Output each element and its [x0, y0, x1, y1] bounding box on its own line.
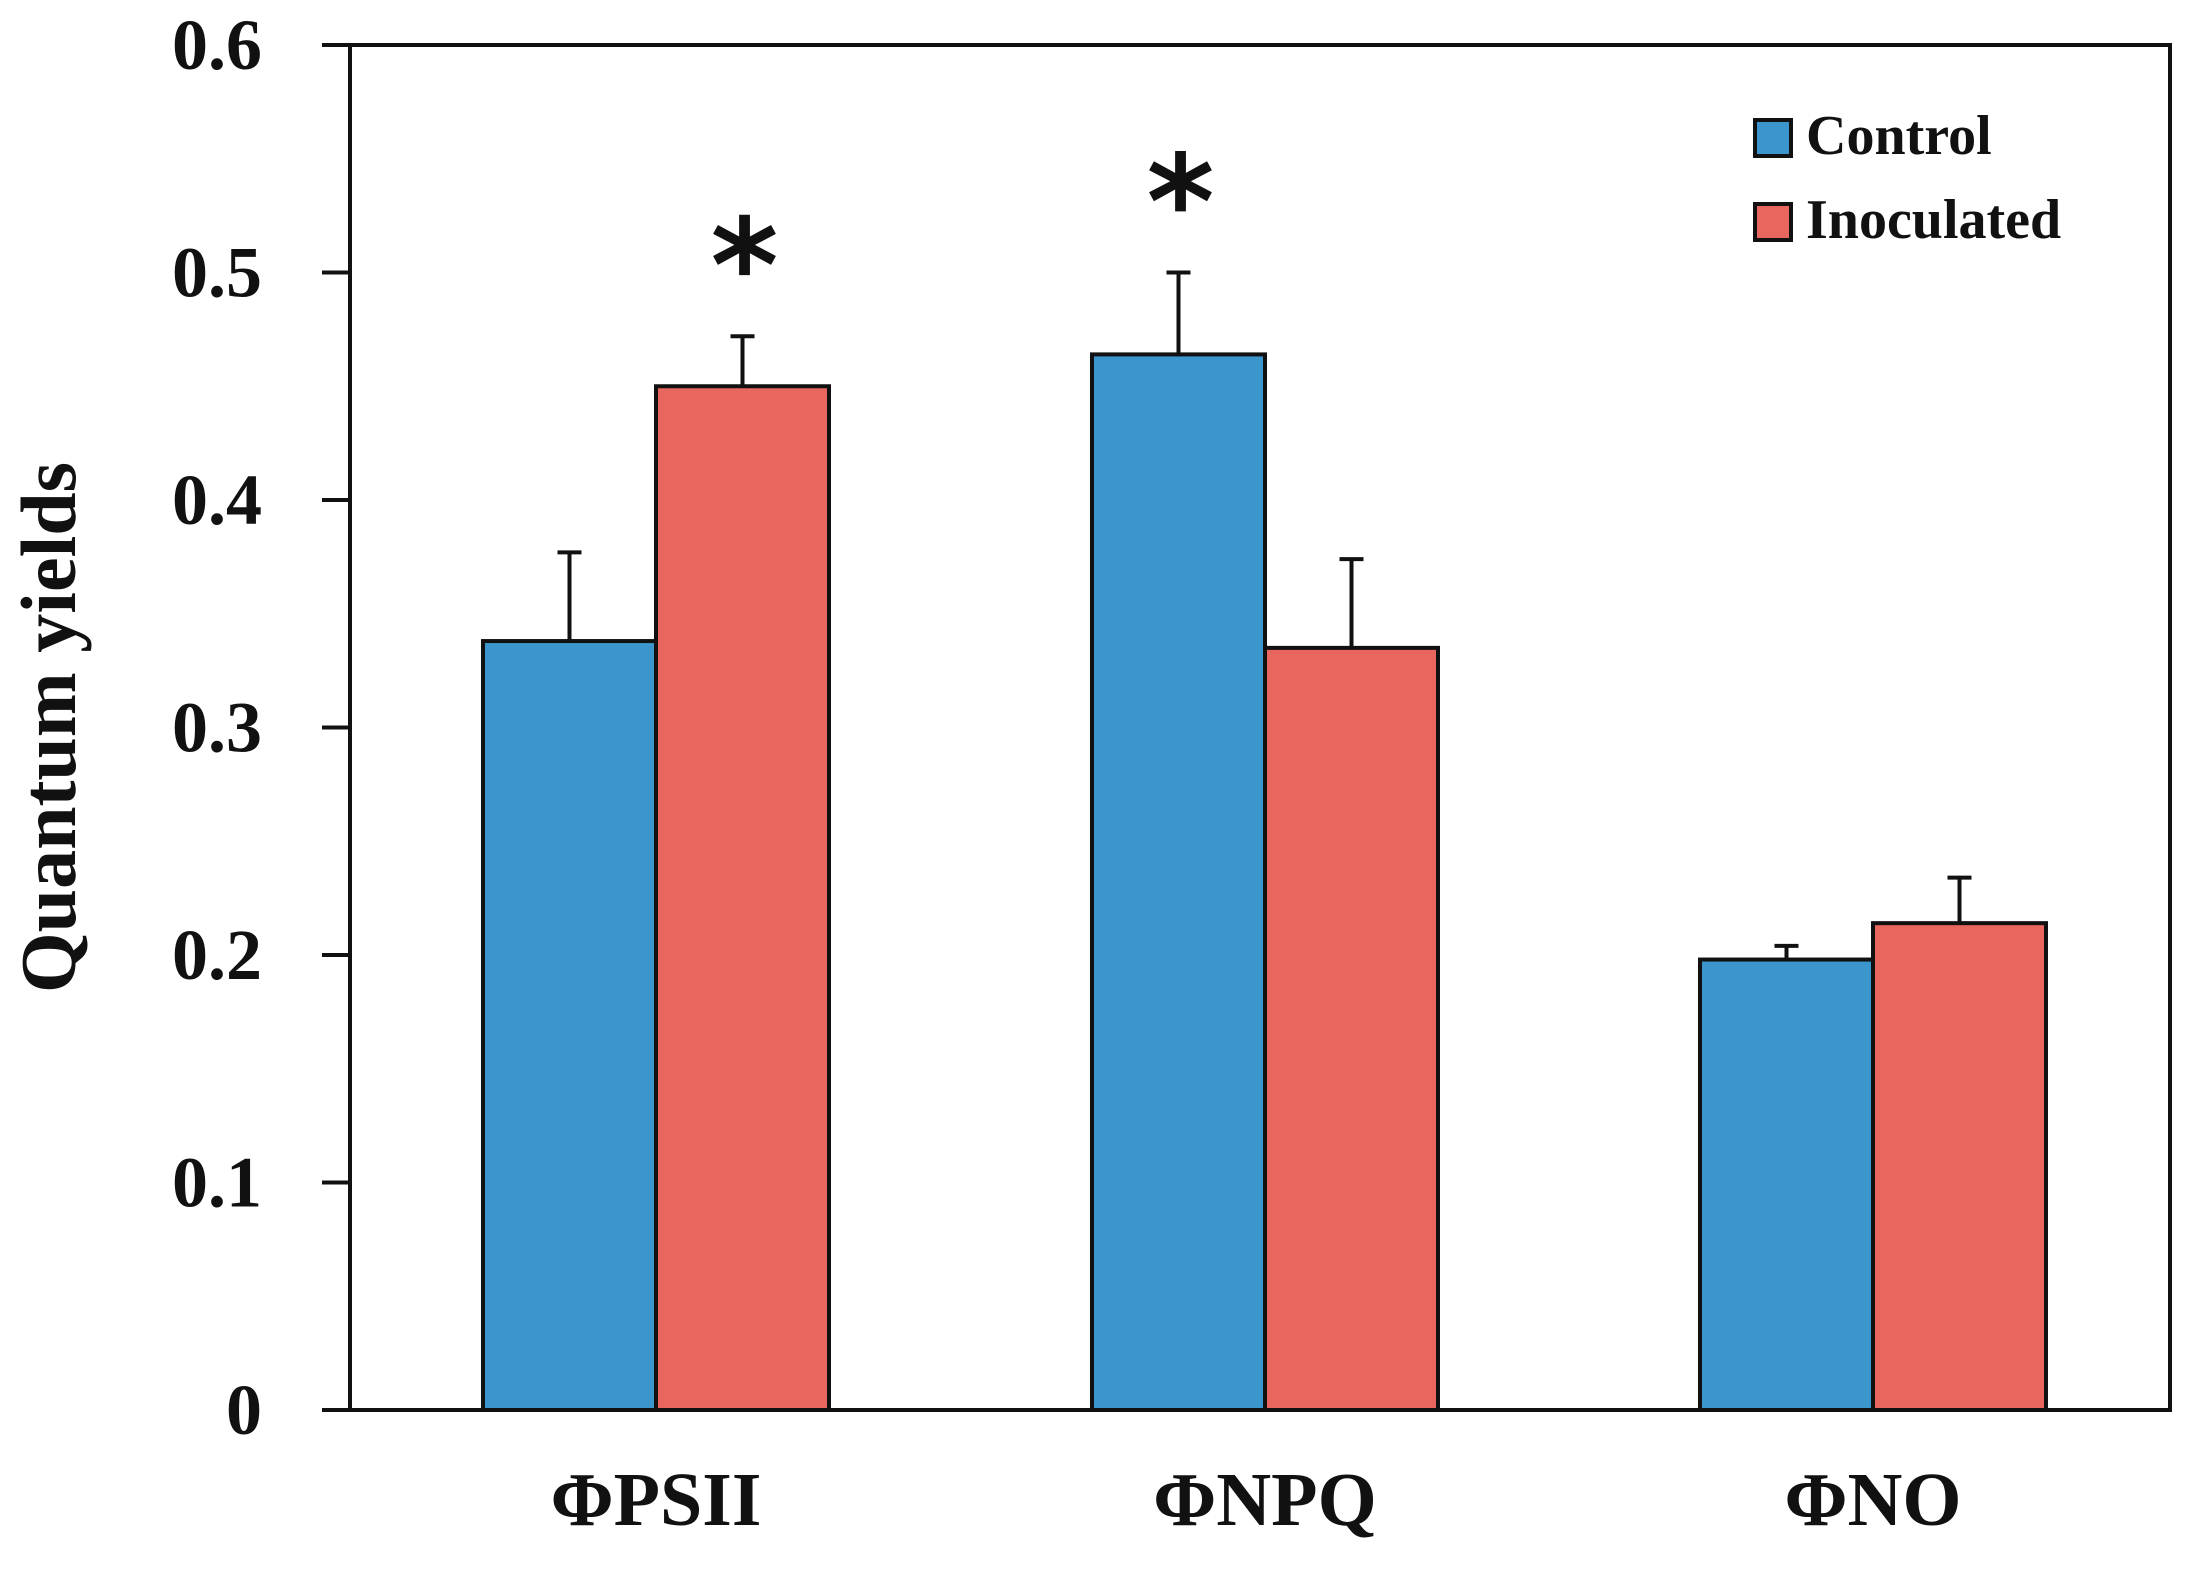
y-tick-label: 0.1 — [172, 1143, 262, 1223]
error-bars — [557, 270, 1972, 960]
y-tick-label: 0 — [226, 1370, 262, 1450]
bars — [481, 352, 2048, 1413]
legend-swatch-inoculated — [1753, 202, 1793, 242]
bar-inoculated-3 — [1871, 921, 2048, 1413]
legend-label-inoculated: Inoculated — [1806, 189, 2061, 251]
legend-swatch-control — [1753, 118, 1793, 158]
legend: Control Inoculated — [1753, 105, 2061, 251]
x-category-label: ΦNO — [1784, 1458, 1961, 1542]
y-tick-label: 0.2 — [172, 915, 262, 995]
x-category-label: ΦPSII — [551, 1458, 762, 1542]
bar-inoculated-1 — [654, 384, 831, 1412]
y-axis-title: Quantum yields — [5, 462, 92, 993]
category-labels: ΦPSII ΦNPQ ΦNO — [551, 1458, 1962, 1542]
significance-asterisk: * — [1147, 127, 1215, 279]
significance-marks: * * — [711, 127, 1215, 343]
significance-asterisk: * — [711, 190, 779, 342]
x-category-label: ΦNPQ — [1153, 1458, 1376, 1542]
legend-label-control: Control — [1806, 105, 1992, 167]
bar-inoculated-2 — [1263, 645, 1440, 1412]
bar-control-3 — [1698, 957, 1875, 1412]
y-tick-label: 0.3 — [172, 688, 262, 768]
y-tick-label: 0.6 — [172, 5, 262, 85]
y-tick-label: 0.5 — [172, 233, 262, 313]
bar-control-1 — [481, 639, 658, 1412]
y-tick-label: 0.4 — [172, 460, 262, 540]
bar-control-2 — [1090, 352, 1267, 1412]
